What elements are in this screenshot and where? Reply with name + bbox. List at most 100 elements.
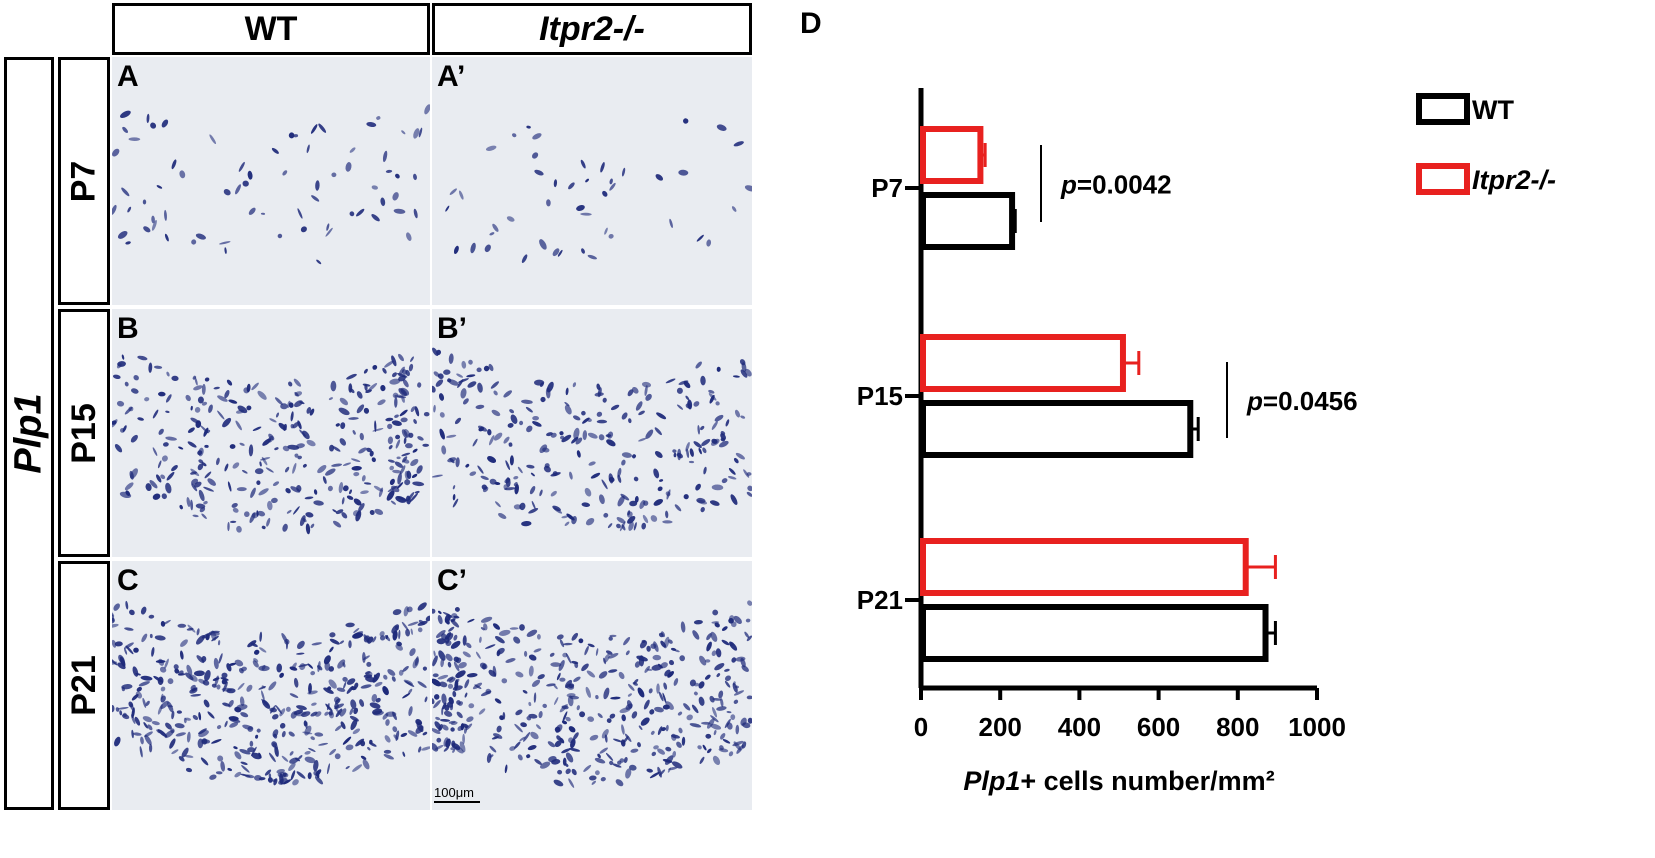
- stained-cell: [605, 650, 613, 655]
- stained-cell: [340, 422, 346, 429]
- stained-cell: [724, 718, 731, 729]
- row-header-p15: P15: [58, 309, 110, 557]
- stained-cell: [137, 417, 144, 421]
- stained-cell: [519, 736, 526, 742]
- stained-cell: [655, 174, 664, 181]
- stained-cell: [238, 161, 245, 172]
- stained-cell: [704, 674, 711, 680]
- stained-cell: [239, 442, 245, 446]
- stained-cell: [256, 480, 261, 485]
- stained-cell: [681, 736, 686, 746]
- stained-cell: [302, 517, 307, 523]
- stained-cell: [254, 775, 262, 781]
- stained-cell: [393, 208, 406, 214]
- bar: [920, 334, 1126, 392]
- stained-cell: [556, 634, 564, 640]
- column-header-wt: WT: [112, 3, 430, 55]
- stained-cell: [306, 407, 312, 414]
- stained-cell: [585, 517, 595, 526]
- stained-cell: [198, 678, 206, 684]
- stained-cell: [553, 684, 558, 690]
- stained-cell: [416, 465, 423, 474]
- stained-cell: [237, 682, 245, 690]
- stained-cell: [515, 671, 524, 678]
- stained-cell: [432, 673, 439, 678]
- stained-cell: [329, 632, 336, 638]
- stained-cell: [157, 676, 164, 685]
- stained-cell: [240, 761, 248, 765]
- stained-cell: [643, 500, 649, 506]
- stained-cell: [422, 731, 428, 736]
- p-value-label: p=0.0042: [1060, 170, 1172, 200]
- stained-cell: [722, 739, 731, 744]
- stained-cell: [356, 404, 365, 414]
- stained-cell: [408, 706, 413, 717]
- stained-cell: [195, 503, 206, 509]
- stained-cell: [608, 233, 614, 239]
- stained-cell: [597, 753, 601, 759]
- stained-cell: [339, 438, 347, 446]
- stained-cell: [627, 510, 631, 516]
- stained-cell: [222, 417, 232, 428]
- stained-cell: [521, 520, 532, 527]
- stained-cell: [573, 676, 581, 682]
- stained-cell: [142, 697, 147, 708]
- stained-cell: [573, 427, 580, 440]
- stained-cell: [129, 609, 135, 616]
- stained-cell: [453, 245, 459, 255]
- stained-cell: [456, 373, 464, 378]
- stained-cell: [386, 490, 395, 501]
- stained-cell: [345, 765, 350, 770]
- stained-cell: [392, 469, 402, 474]
- stained-cell: [198, 447, 204, 457]
- stained-cell: [734, 409, 741, 418]
- stained-cell: [311, 702, 317, 706]
- stained-cell: [444, 704, 450, 711]
- stained-cell: [572, 382, 577, 388]
- stained-cell: [358, 447, 367, 454]
- stained-cell: [167, 678, 174, 685]
- stained-cell: [302, 430, 310, 440]
- stained-cell: [479, 636, 482, 643]
- stained-cell: [417, 627, 423, 633]
- stained-cell: [333, 696, 340, 703]
- stained-cell: [572, 415, 581, 421]
- stained-cell: [456, 700, 461, 705]
- stained-cell: [306, 144, 310, 154]
- stained-cell: [324, 711, 329, 716]
- stained-cell: [198, 712, 202, 721]
- stained-cell: [268, 752, 276, 763]
- marker-label: Plp1: [7, 393, 50, 474]
- stained-cell: [594, 757, 606, 764]
- stained-cell: [617, 760, 622, 765]
- stained-cell: [285, 488, 291, 494]
- stained-cell: [483, 623, 488, 631]
- stained-cell: [158, 391, 166, 397]
- stained-cell: [112, 613, 115, 622]
- stained-cell: [353, 471, 360, 477]
- micrograph-b: B: [112, 309, 430, 557]
- stained-cell: [667, 767, 671, 773]
- stained-cell: [313, 489, 318, 495]
- stained-cell: [432, 728, 441, 735]
- stained-cell: [143, 226, 151, 233]
- stained-cell: [407, 730, 418, 737]
- stained-cell: [271, 497, 278, 504]
- stained-cell: [469, 471, 477, 476]
- stained-cell: [564, 404, 572, 415]
- stained-cell: [236, 487, 247, 492]
- stained-cell: [492, 623, 501, 630]
- stained-cell: [505, 460, 511, 471]
- stained-cell: [483, 365, 490, 372]
- stained-cell: [462, 398, 469, 405]
- stained-cell: [294, 453, 299, 458]
- stained-cell: [509, 746, 516, 751]
- stained-cell: [279, 773, 284, 785]
- stained-cell: [183, 754, 194, 758]
- stained-cell: [451, 740, 456, 748]
- stained-cell: [269, 705, 276, 714]
- stained-cell: [628, 418, 632, 424]
- stained-cell: [575, 437, 583, 445]
- stained-cell: [326, 223, 330, 231]
- stained-cell: [454, 417, 462, 425]
